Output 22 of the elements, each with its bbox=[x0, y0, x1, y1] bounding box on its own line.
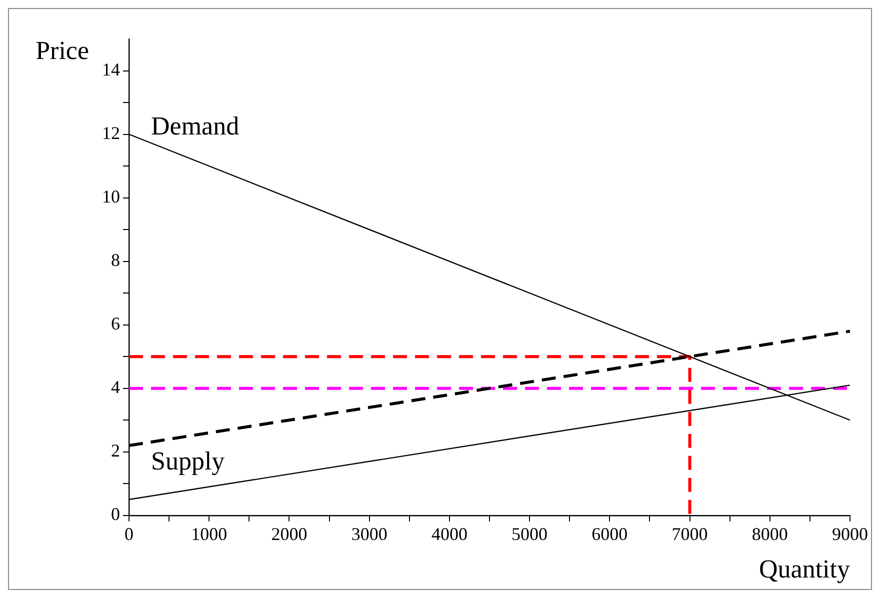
x-tick-label: 5000 bbox=[512, 524, 548, 544]
y-tick-label: 6 bbox=[111, 314, 120, 334]
y-axis-title: Price bbox=[36, 36, 89, 65]
x-axis-title: Quantity bbox=[759, 554, 850, 584]
x-tick-label: 9000 bbox=[832, 524, 868, 544]
x-tick-label: 1000 bbox=[191, 524, 228, 544]
x-tick-label: 4000 bbox=[431, 524, 468, 544]
x-tick-label: 6000 bbox=[592, 524, 628, 544]
x-tick-label: 3000 bbox=[351, 524, 388, 544]
legend-label: Demand bbox=[151, 111, 240, 140]
x-tick-label: 8000 bbox=[752, 524, 788, 544]
x-tick-label: 2000 bbox=[271, 524, 308, 544]
y-tick-label: 12 bbox=[102, 123, 120, 144]
y-tick-label: 14 bbox=[102, 59, 120, 80]
x-tick-label: 7000 bbox=[672, 524, 708, 544]
y-tick-label: 4 bbox=[111, 377, 120, 398]
y-tick-label: 0 bbox=[111, 504, 120, 524]
legend-label: Supply bbox=[151, 446, 225, 476]
y-tick-label: 2 bbox=[111, 440, 120, 461]
y-tick-label: 8 bbox=[111, 250, 120, 270]
y-tick-label: 10 bbox=[102, 186, 120, 207]
x-tick-label: 0 bbox=[124, 524, 134, 544]
